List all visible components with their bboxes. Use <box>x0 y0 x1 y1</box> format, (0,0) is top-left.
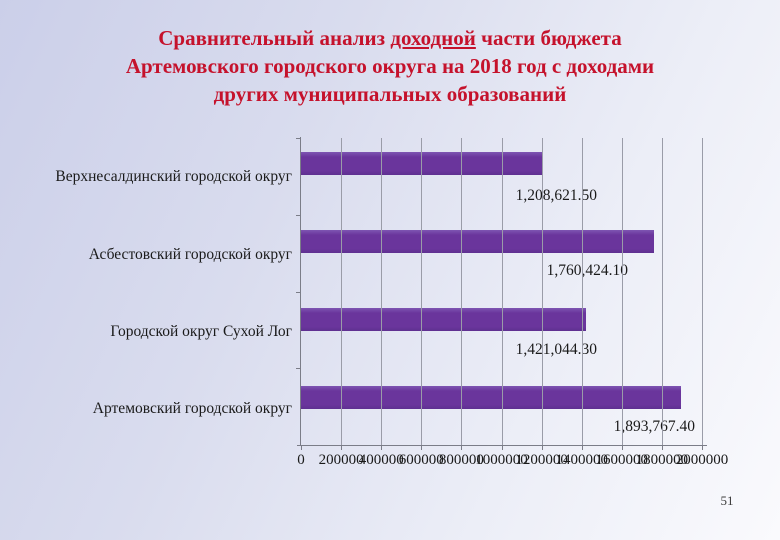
value-bar <box>301 230 654 253</box>
y-axis-tick <box>296 138 301 139</box>
x-axis-tick <box>661 445 663 450</box>
x-axis-tick <box>461 445 463 450</box>
gridline <box>581 138 583 445</box>
category-label: Верхнесалдинский городской округ <box>55 168 292 185</box>
slide-page-number: 51 <box>720 493 734 508</box>
title-line-1: Сравнительный анализ доходной части бюдж… <box>40 24 740 52</box>
x-axis-tick <box>301 445 302 450</box>
x-axis-tick <box>621 445 623 450</box>
y-axis-line <box>300 137 301 445</box>
x-tick-label: 600000 <box>398 452 444 468</box>
value-label: 1,208,621.50 <box>515 187 597 204</box>
value-label: 1,893,767.40 <box>613 418 695 435</box>
x-tick-label: 200000 <box>318 452 364 468</box>
x-axis-tick <box>381 445 383 450</box>
gridline <box>661 138 663 445</box>
title-underlined-word: доходной <box>390 26 476 50</box>
x-tick-label: 800000 <box>438 452 484 468</box>
x-tick-label: 1000000 <box>475 452 528 468</box>
value-bar <box>301 386 681 409</box>
x-axis-tick <box>501 445 503 450</box>
value-label: 1,421,044.30 <box>515 341 597 358</box>
x-tick-label: 1400000 <box>555 452 608 468</box>
x-axis-tick <box>702 445 703 450</box>
category-label: Асбестовский городской округ <box>88 246 292 263</box>
x-tick-label: 400000 <box>358 452 404 468</box>
gridline <box>621 138 623 445</box>
title-line-3: других муниципальных образований <box>213 82 567 106</box>
title-line1-pre: Сравнительный анализ <box>158 26 391 50</box>
y-axis-tick <box>296 291 301 293</box>
gridline <box>702 138 703 445</box>
gridline <box>341 138 343 445</box>
gridline <box>381 138 383 445</box>
gridline <box>541 138 543 445</box>
x-tick-label: 1800000 <box>635 452 689 468</box>
x-axis-tick <box>421 445 423 450</box>
x-axis-tick <box>541 445 543 450</box>
title-line1-post: части бюджета <box>475 26 622 50</box>
category-label: Артемовский городской округ <box>92 400 292 417</box>
gridline <box>501 138 503 445</box>
x-axis-tick <box>581 445 583 450</box>
x-tick-label: 1200000 <box>515 452 568 468</box>
value-label: 1,760,424.10 <box>546 262 628 279</box>
gridline <box>461 138 463 445</box>
gridline <box>421 138 423 445</box>
x-tick-label: 2000000 <box>675 452 729 468</box>
slide-title: Сравнительный анализ доходной части бюдж… <box>40 24 740 108</box>
value-bar <box>301 308 586 331</box>
x-tick-label: 0 <box>297 452 305 468</box>
x-tick-label: 1600000 <box>595 452 649 468</box>
title-line-2: Артемовского городского округа на 2018 г… <box>125 54 655 78</box>
x-axis-tick <box>341 445 343 450</box>
y-axis-tick <box>296 214 301 216</box>
category-label: Городской округ Сухой Лог <box>110 323 292 340</box>
y-axis-tick <box>296 368 301 370</box>
